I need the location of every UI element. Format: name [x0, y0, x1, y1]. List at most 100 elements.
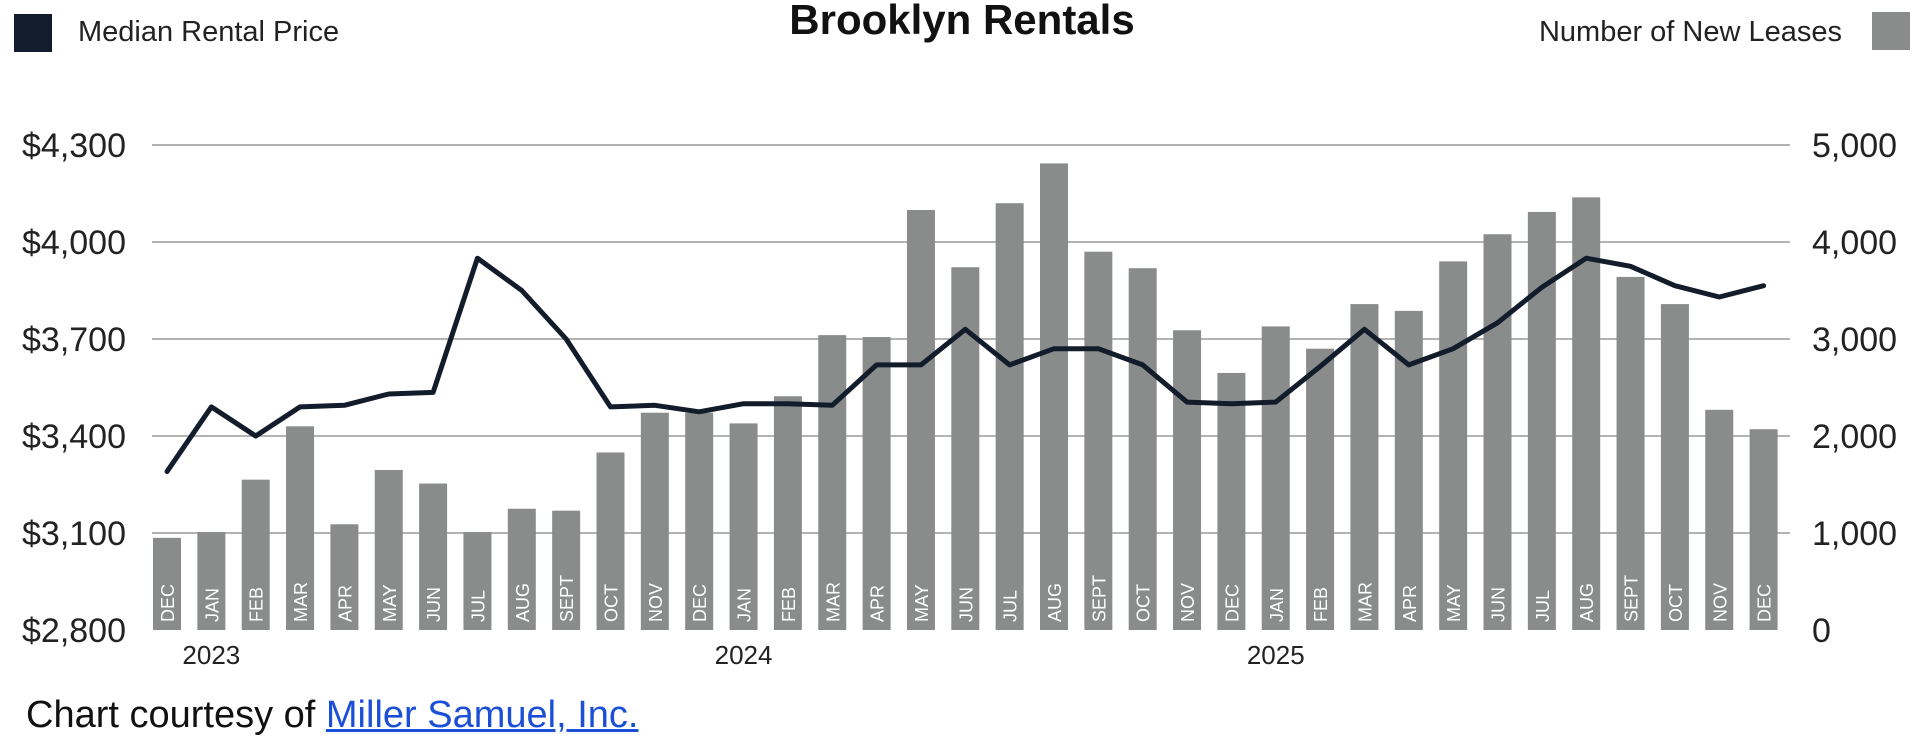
bar-12: [685, 412, 714, 630]
category-label: JAN: [202, 588, 222, 622]
category-label: SEPT: [557, 575, 577, 622]
left-tick-label: $2,800: [22, 612, 126, 650]
bar-14: [773, 396, 802, 630]
right-tick-label: 5,000: [1812, 127, 1897, 165]
bar-11: [640, 412, 669, 630]
legend-bar-swatch: [1872, 12, 1910, 50]
category-label: JUN: [1489, 587, 1509, 622]
bar-34: [1660, 304, 1689, 630]
category-label: OCT: [1134, 584, 1154, 622]
bar-23: [1173, 330, 1202, 630]
category-label: OCT: [1666, 584, 1686, 622]
right-tick-label: 4,000: [1812, 224, 1897, 262]
left-tick-label: $4,300: [22, 127, 126, 165]
category-label: JUN: [956, 587, 976, 622]
bar-32: [1572, 197, 1601, 630]
category-label: JUL: [1533, 590, 1553, 622]
bar-22: [1128, 268, 1157, 630]
right-tick-label: 3,000: [1812, 321, 1897, 359]
bar-10: [596, 452, 625, 630]
bar-7: [463, 532, 492, 630]
price-line-path: [164, 255, 1767, 475]
left-tick-label: $3,700: [22, 321, 126, 359]
category-label: JUL: [468, 590, 488, 622]
chart-title: Brooklyn Rentals: [789, 0, 1134, 43]
category-label: NOV: [1710, 583, 1730, 622]
bar-24: [1217, 372, 1246, 630]
category-label: DEC: [1222, 584, 1242, 622]
category-label: FEB: [779, 587, 799, 622]
category-label: MAR: [291, 582, 311, 622]
bars: [153, 163, 1778, 631]
category-label: APR: [868, 585, 888, 622]
price-line: [164, 255, 1767, 475]
right-axis: 0 1,000 2,000 3,000 4,000 5,000: [1812, 127, 1897, 650]
credit-prefix: Chart courtesy of: [26, 694, 326, 736]
bar-27: [1350, 304, 1379, 630]
bar-19: [995, 203, 1024, 630]
legend: Median Rental Price Brooklyn Rentals Num…: [14, 0, 1910, 52]
bar-8: [507, 508, 536, 630]
category-label: MAY: [380, 584, 400, 622]
left-tick-label: $3,100: [22, 515, 126, 553]
left-tick-label: $4,000: [22, 224, 126, 262]
category-label: SEPT: [1622, 575, 1642, 622]
bar-5: [374, 469, 403, 630]
bar-1: [197, 532, 226, 630]
category-label: AUG: [513, 583, 533, 622]
bar-18: [951, 267, 980, 630]
bar-0: [153, 537, 181, 630]
bar-9: [552, 510, 581, 630]
bar-15: [818, 335, 847, 630]
bar-20: [1040, 163, 1068, 630]
category-label: DEC: [690, 584, 710, 622]
credit-text: Chart courtesy of Miller Samuel, Inc.: [26, 694, 638, 737]
category-label: APR: [1400, 585, 1420, 622]
bar-31: [1527, 211, 1556, 630]
bar-16: [862, 337, 891, 630]
bar-33: [1616, 276, 1645, 630]
bar-3: [286, 426, 315, 630]
category-label: NOV: [646, 583, 666, 622]
category-label: JAN: [735, 588, 755, 622]
year-label: 2025: [1247, 640, 1305, 670]
bar-29: [1439, 261, 1468, 630]
category-label: NOV: [1178, 583, 1198, 622]
credit-link[interactable]: Miller Samuel, Inc.: [325, 694, 639, 736]
category-label: DEC: [158, 584, 178, 622]
bar-4: [330, 524, 359, 630]
category-label: JAN: [1267, 588, 1287, 622]
bar-6: [419, 483, 448, 630]
category-label: MAR: [1355, 582, 1375, 622]
category-label: JUN: [424, 587, 444, 622]
category-label: OCT: [602, 584, 622, 622]
bar-2: [241, 479, 270, 630]
left-tick-label: $3,400: [22, 418, 126, 456]
legend-bar-label: Number of New Leases: [1539, 16, 1842, 48]
bar-17: [906, 209, 935, 631]
category-label: DEC: [1755, 584, 1775, 622]
category-label: MAR: [823, 582, 843, 622]
right-tick-label: 0: [1812, 612, 1831, 650]
bar-35: [1705, 409, 1734, 630]
right-tick-label: 1,000: [1812, 515, 1897, 553]
legend-line-swatch: [14, 14, 52, 52]
bar-26: [1306, 348, 1335, 630]
bar-30: [1483, 234, 1512, 631]
right-tick-label: 2,000: [1812, 418, 1897, 456]
bar-13: [729, 423, 758, 630]
year-label: 2023: [182, 640, 240, 670]
bar-25: [1261, 326, 1290, 630]
category-label: AUG: [1045, 583, 1065, 622]
category-label: AUG: [1577, 583, 1597, 622]
chart-svg: Median Rental Price Brooklyn Rentals Num…: [14, 0, 1910, 670]
year-label: 2024: [715, 640, 773, 670]
category-label: APR: [335, 585, 355, 622]
legend-line-label: Median Rental Price: [78, 16, 339, 48]
year-labels: 2023 2024 2025: [182, 640, 1304, 670]
category-label: MAY: [1444, 584, 1464, 622]
bar-21: [1084, 251, 1113, 630]
category-label: FEB: [247, 587, 267, 622]
category-label: JUL: [1001, 590, 1021, 622]
category-labels: DEC JAN FEB MAR APR MAY JUN JUL AUG SEPT OCT NOV DEC…: [158, 575, 1775, 622]
